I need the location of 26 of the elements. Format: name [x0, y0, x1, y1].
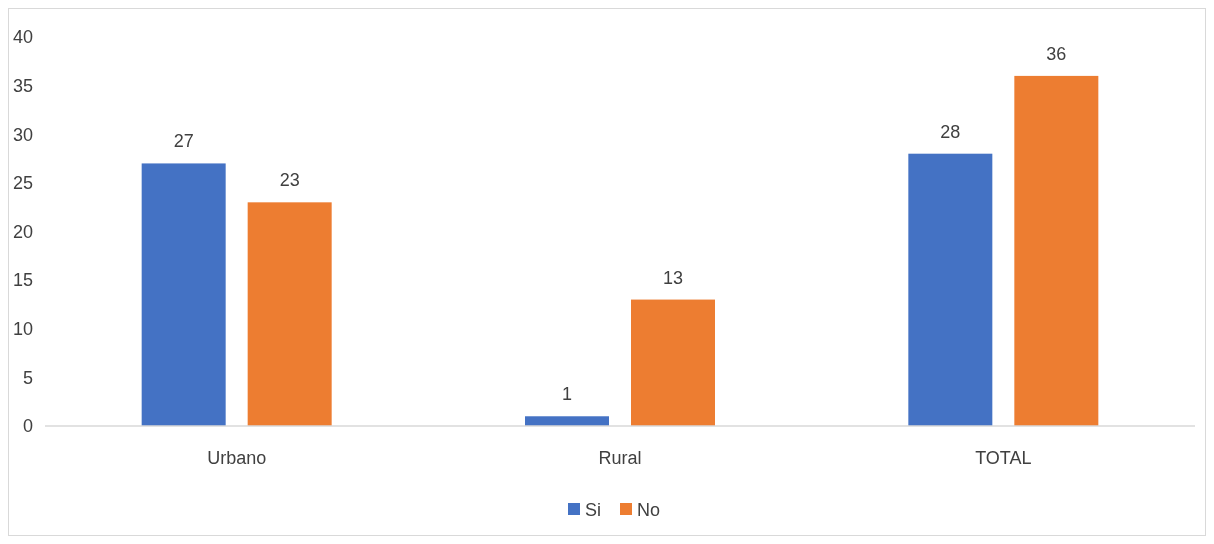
- x-tick-label: TOTAL: [975, 448, 1032, 468]
- y-tick-label: 25: [12, 173, 33, 194]
- y-tick-label: 30: [12, 124, 33, 145]
- y-tick-label: 15: [12, 270, 33, 291]
- legend-label: No: [637, 500, 661, 521]
- data-label: 1: [561, 384, 573, 405]
- y-tick-label: 20: [12, 221, 33, 242]
- y-tick-label: 0: [22, 416, 33, 437]
- x-tick-label: Urbano: [207, 448, 267, 468]
- bar: [141, 163, 226, 426]
- data-label: 13: [662, 267, 684, 288]
- y-tick-label: 10: [12, 319, 33, 340]
- bar: [908, 153, 993, 426]
- data-label: 27: [173, 131, 194, 152]
- y-tick-label: 40: [12, 27, 33, 48]
- data-label: 28: [940, 121, 961, 142]
- bar: [1014, 75, 1099, 426]
- data-label: 36: [1046, 43, 1067, 64]
- y-tick-label: 35: [12, 75, 33, 96]
- data-label: 23: [279, 170, 300, 191]
- bar: [631, 299, 715, 426]
- legend-label: Si: [585, 500, 602, 521]
- y-tick-label: 5: [22, 367, 33, 388]
- x-tick-label: Rural: [598, 448, 642, 468]
- bar: [247, 202, 332, 426]
- bar: [525, 416, 609, 426]
